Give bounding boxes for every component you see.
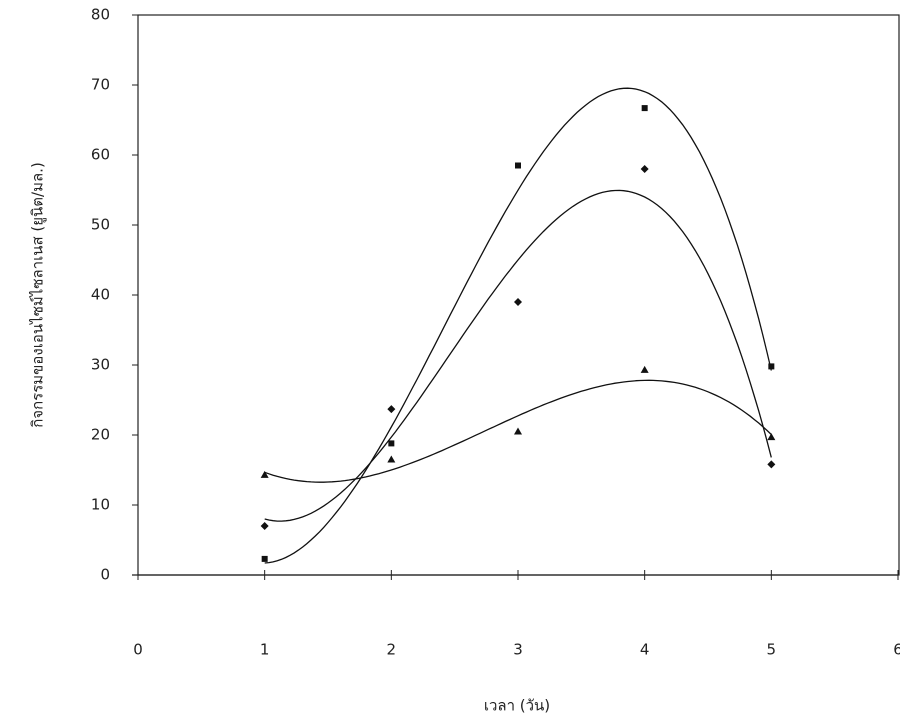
data-point xyxy=(260,522,269,530)
data-point xyxy=(640,165,649,173)
data-point xyxy=(514,298,522,306)
y-tick-label: 70 xyxy=(91,76,110,94)
x-tick-label: 0 xyxy=(133,641,143,659)
x-tick-label: 5 xyxy=(767,641,777,659)
data-point xyxy=(768,363,775,370)
y-tick-label: 50 xyxy=(91,216,110,234)
y-axis-label: กิจกรรมของเอนไซม์ไซลาเนส (ยูนิต/มล.) xyxy=(29,162,47,428)
data-point xyxy=(260,470,269,478)
trend-line xyxy=(264,189,772,522)
y-tick-label: 10 xyxy=(91,496,110,514)
y-tick-label: 40 xyxy=(91,286,110,304)
data-point xyxy=(767,433,776,441)
x-tick-label: 4 xyxy=(640,641,650,659)
data-point xyxy=(641,105,648,112)
y-tick-label: 20 xyxy=(91,426,110,444)
data-point xyxy=(515,162,521,169)
data-point xyxy=(388,440,395,447)
data-point xyxy=(387,455,396,463)
x-tick-label: 6 xyxy=(893,641,900,659)
x-tick-label: 2 xyxy=(387,641,397,659)
plot-frame xyxy=(137,14,900,576)
data-point xyxy=(514,427,522,435)
y-tick-label: 0 xyxy=(100,566,110,584)
x-axis-label: เวลา (วัน) xyxy=(484,697,550,715)
y-tick-label: 60 xyxy=(91,146,110,164)
data-point xyxy=(767,460,776,469)
x-tick-label: 3 xyxy=(513,641,523,659)
trend-line xyxy=(264,87,772,564)
data-point xyxy=(387,405,396,414)
data-point xyxy=(261,555,268,562)
trend-line xyxy=(264,379,772,483)
data-point xyxy=(640,365,649,373)
y-tick-label: 80 xyxy=(91,6,110,24)
x-tick-label: 1 xyxy=(260,641,270,659)
y-tick-label: 30 xyxy=(91,356,110,374)
